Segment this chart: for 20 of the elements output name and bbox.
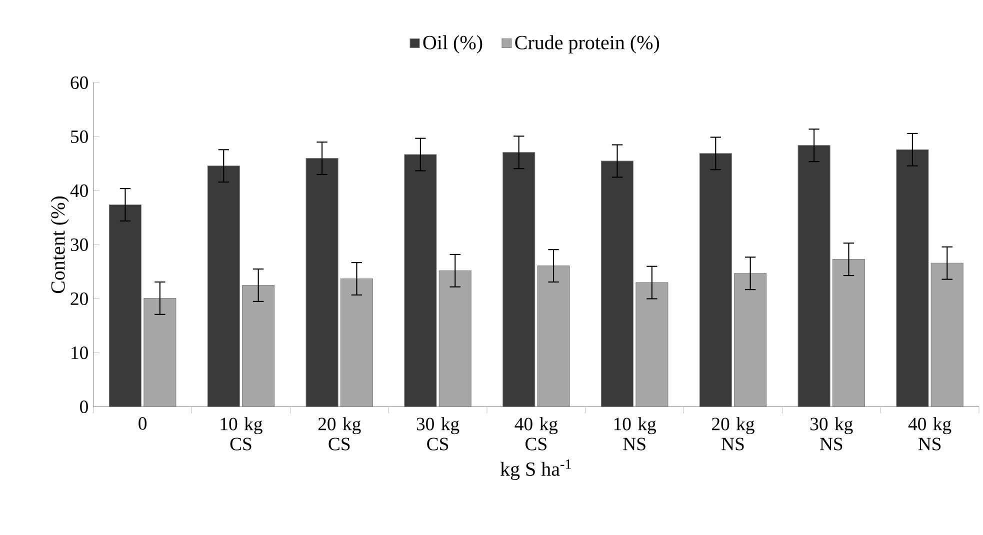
legend-label: Crude protein (%) <box>515 35 660 54</box>
x-tick-label: 10 kg CS <box>220 417 262 450</box>
y-axis-title: Content (%) <box>50 196 69 294</box>
y-tick-label: 50 <box>71 130 88 144</box>
x-tick-label: 40 kg CS <box>514 417 558 450</box>
x-axis-title: kg S ha$^{-1}$ <box>500 460 571 480</box>
x-tick-label: 0 <box>138 417 147 430</box>
x-tick-label: 20 kg CS <box>318 417 361 450</box>
x-tick-label: 20 kg NS <box>712 417 754 450</box>
y-tick-label: 20 <box>70 292 88 306</box>
y-tick-label: 40 <box>70 184 88 198</box>
legend-label: Oil (%) <box>423 35 482 54</box>
x-tick-label: 30 kg CS <box>416 417 460 450</box>
y-tick-label: 60 <box>70 76 88 90</box>
y-tick-label: 30 <box>70 238 88 252</box>
x-tick-label: 10 kg NS <box>614 417 656 450</box>
y-tick-label: 0 <box>80 400 88 414</box>
y-tick-label: 10 <box>72 346 88 360</box>
x-tick-label: 30 kg NS <box>810 417 853 450</box>
x-tick-label: 40 kg NS <box>908 417 952 450</box>
